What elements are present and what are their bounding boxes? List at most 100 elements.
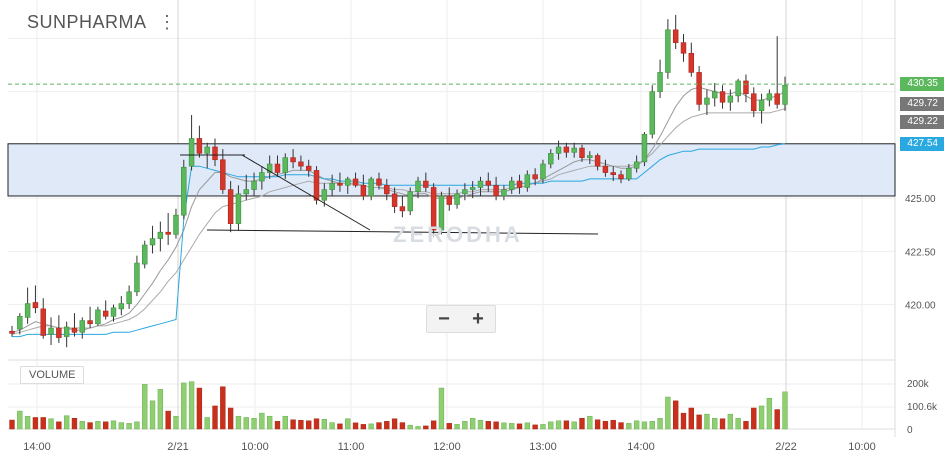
candle-body — [24, 303, 31, 318]
volume-bar — [40, 417, 46, 430]
x-tick-label: 2/21 — [167, 441, 188, 453]
volume-bar — [243, 417, 249, 430]
volume-bar — [548, 421, 554, 430]
volume-bar — [524, 422, 531, 430]
trendline-layer — [180, 154, 599, 235]
volume-bar — [391, 418, 398, 430]
volume-bar — [32, 417, 39, 430]
candle-body — [446, 195, 452, 205]
volume-bar — [532, 424, 538, 430]
candle-body — [438, 195, 445, 231]
volume-tick-label: 100.6k — [907, 402, 938, 413]
candle-body — [758, 99, 765, 112]
volume-bar — [423, 425, 429, 430]
axis-layer: 425.00 422.50 420.00 200k 100.6k 0 14:00 2/21 10… — [23, 194, 938, 453]
candle-body — [743, 80, 749, 95]
candle-body — [384, 185, 390, 195]
candle-body — [266, 163, 273, 173]
volume-bar — [712, 417, 718, 430]
candle-body — [220, 159, 226, 190]
volume-layer — [9, 381, 788, 430]
volume-bar — [360, 424, 367, 430]
candle-body — [469, 187, 476, 190]
volume-bar — [516, 423, 523, 430]
x-tick-label: 11:00 — [338, 441, 365, 453]
zoom-in-button[interactable]: + — [472, 308, 484, 330]
volume-bar — [501, 422, 507, 430]
candle-body — [196, 138, 203, 154]
zoom-controls: − + — [426, 305, 496, 333]
volume-bar — [298, 420, 304, 430]
volume-bar — [142, 383, 148, 430]
candle-body — [40, 308, 46, 336]
moving-average-line-1 — [11, 108, 786, 335]
candle-body — [142, 244, 148, 265]
volume-bar — [173, 415, 179, 430]
candle-body — [251, 180, 257, 190]
volume-bar — [470, 417, 476, 430]
candle-body — [516, 180, 523, 188]
volume-bar — [63, 415, 70, 430]
volume-bar — [290, 419, 296, 430]
zoom-out-button[interactable]: − — [438, 308, 450, 330]
volume-bar — [376, 422, 382, 430]
volume-bar — [743, 421, 749, 430]
candle-body — [274, 163, 281, 173]
volume-bar — [680, 412, 687, 430]
candle-body — [524, 174, 531, 188]
volume-bar — [368, 423, 374, 430]
volume-bar — [87, 422, 93, 430]
highlight-band — [7, 143, 896, 197]
volume-bar — [204, 417, 210, 430]
candle-body — [688, 52, 695, 73]
volume-bar — [454, 424, 460, 430]
x-tick-label: 10:00 — [848, 441, 876, 453]
volume-bar — [704, 413, 710, 430]
volume-bar — [110, 420, 117, 430]
volume-bar — [9, 419, 15, 430]
candle-body — [360, 185, 367, 197]
candle-body — [188, 138, 195, 167]
volume-bar — [118, 422, 124, 430]
x-tick-label: 12:00 — [433, 441, 461, 453]
price-tag: 429.72 — [900, 96, 944, 111]
candle-body — [594, 155, 601, 167]
candle-body — [204, 146, 210, 154]
grid-layer — [8, 0, 896, 437]
volume-bar — [579, 417, 585, 430]
price-tag: 427.54 — [900, 136, 944, 151]
candle-body — [157, 231, 164, 239]
volume-bar — [594, 419, 601, 430]
volume-bar — [493, 421, 499, 430]
candle-body — [290, 157, 296, 163]
candle-body — [71, 327, 78, 333]
volume-bar — [259, 412, 265, 430]
candle-body — [407, 191, 413, 212]
candle-body — [56, 327, 62, 338]
volume-bar — [181, 382, 187, 430]
candle-body — [430, 187, 437, 231]
candle-body — [102, 310, 109, 317]
x-tick-label: 14:00 — [23, 441, 51, 453]
candle-body — [680, 42, 687, 54]
x-tick-label: 14:00 — [627, 441, 655, 453]
volume-bar — [149, 400, 156, 430]
volume-bar — [751, 407, 757, 430]
volume-bar — [555, 420, 562, 430]
volume-bar — [657, 417, 663, 430]
volume-bar — [696, 414, 702, 430]
candle-body — [415, 180, 421, 193]
candle-body — [149, 238, 156, 246]
volume-bar — [282, 415, 288, 430]
volume-bar — [462, 421, 468, 430]
volume-bar — [415, 426, 421, 430]
moving-average-line-2 — [12, 143, 786, 338]
candle-body — [493, 185, 499, 197]
volume-bar — [56, 421, 62, 430]
volume-bar — [665, 396, 671, 430]
candle-body — [259, 172, 265, 182]
volume-bar — [251, 417, 257, 430]
vertical-dots-icon[interactable]: ⋮ — [158, 12, 176, 32]
candle-body — [633, 161, 640, 169]
